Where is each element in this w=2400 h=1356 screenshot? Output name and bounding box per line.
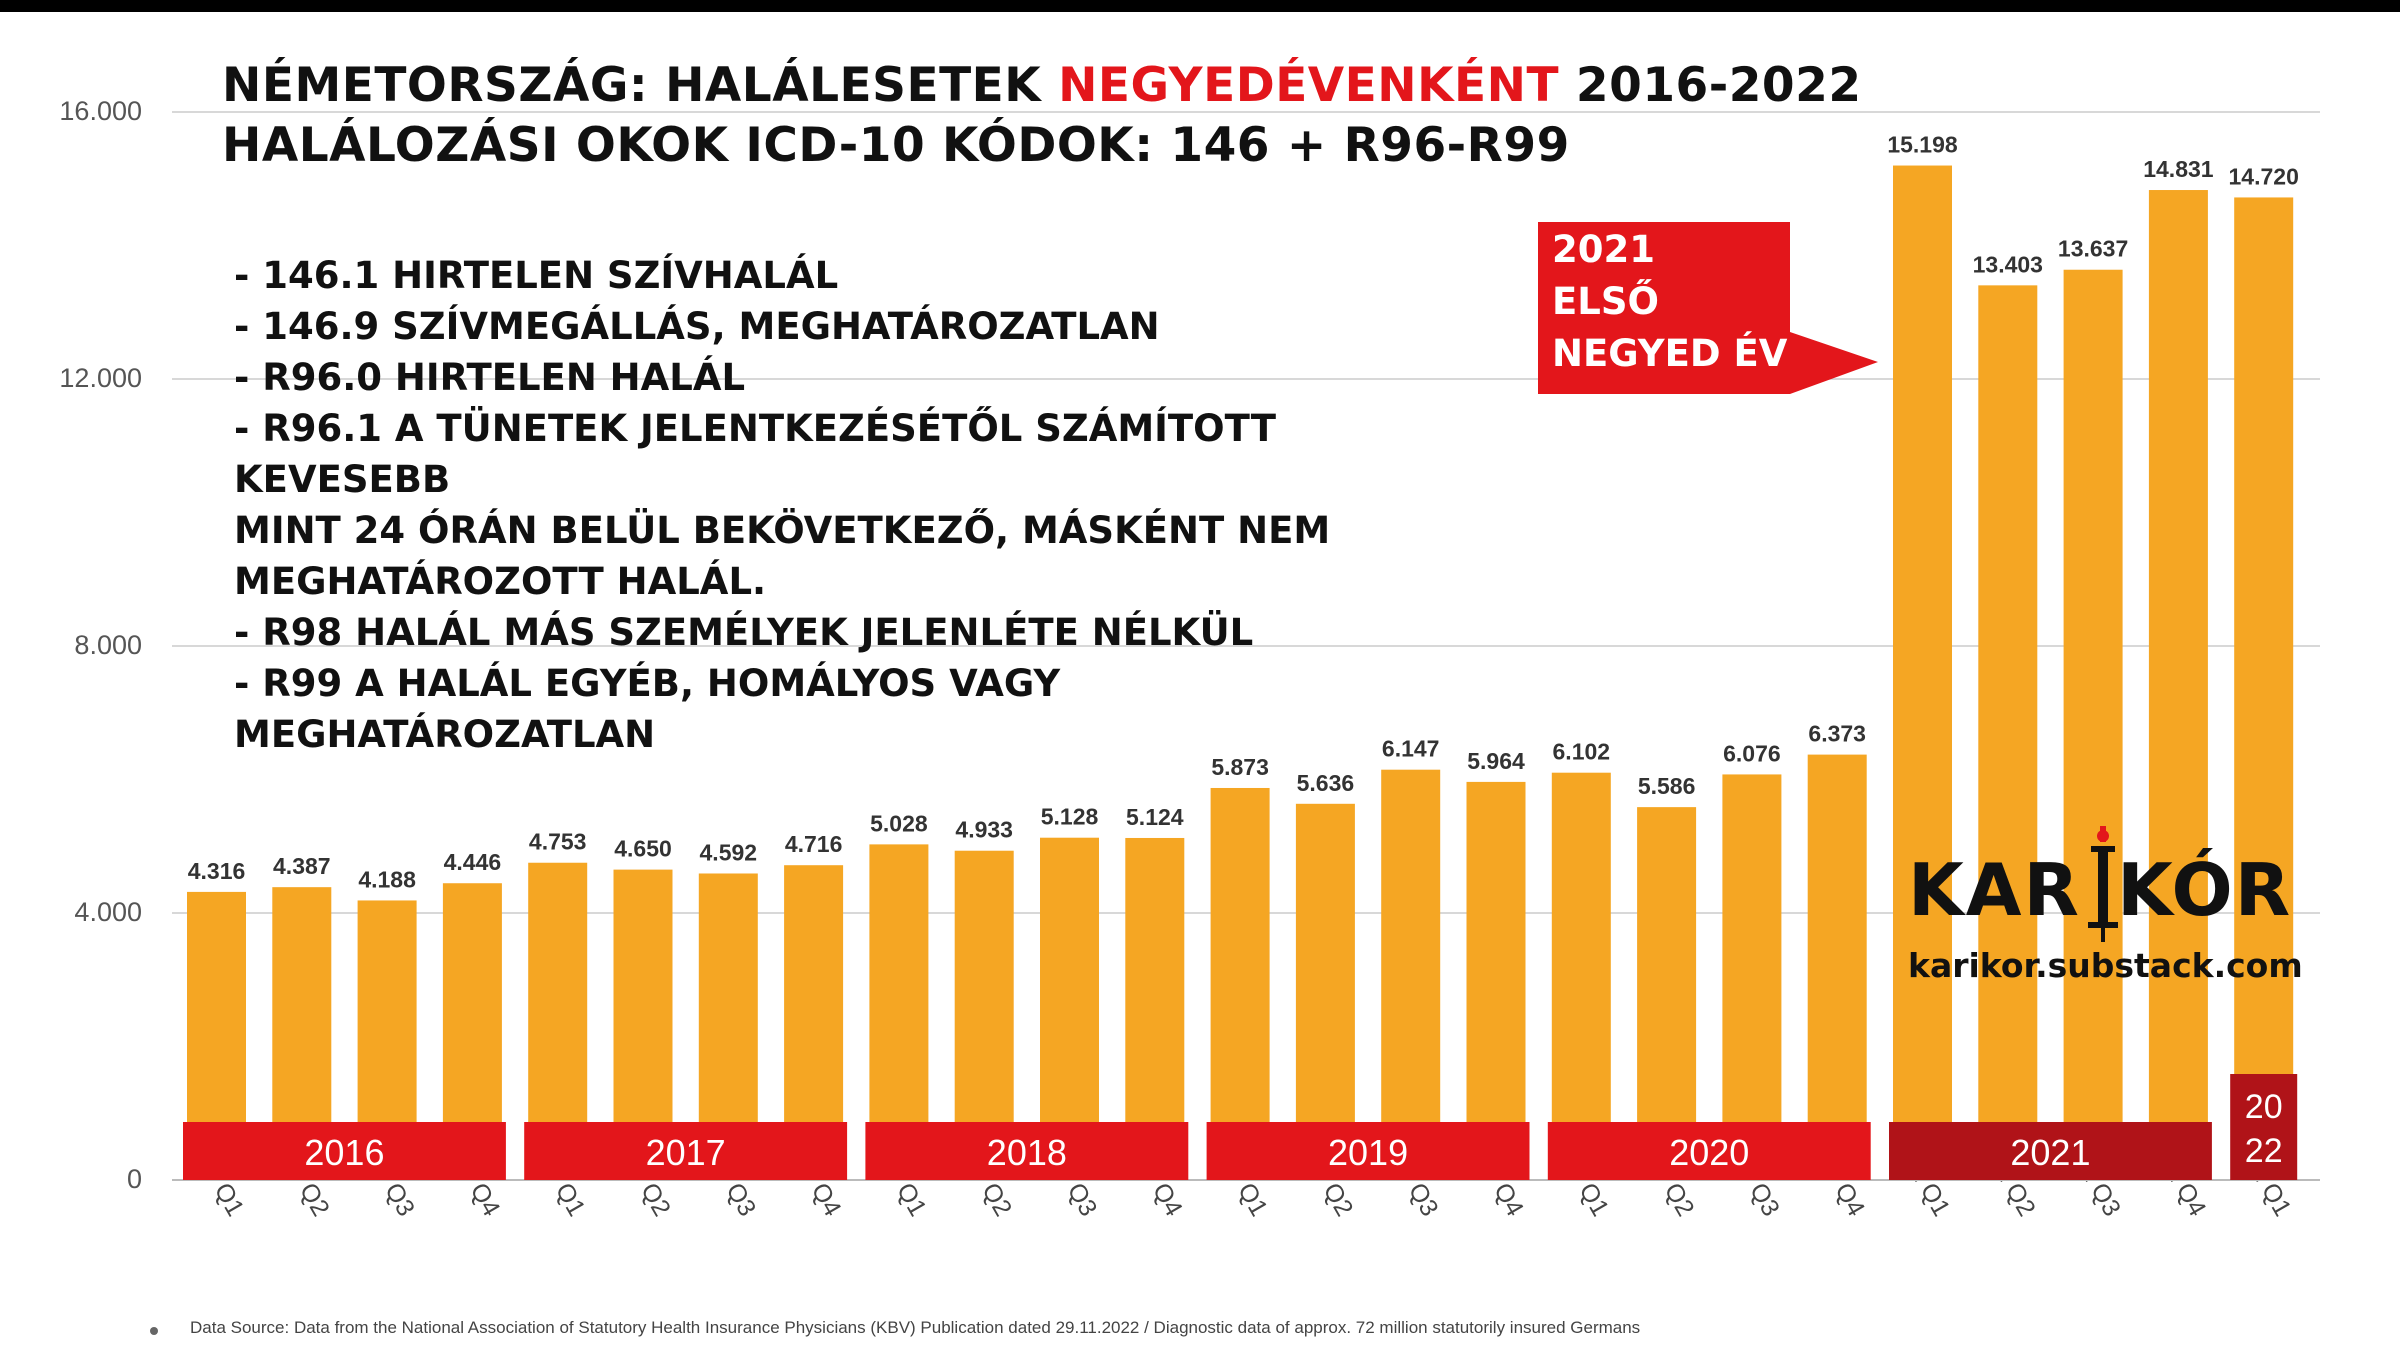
- code-line: - R96.0 HIRTELEN HALÁL: [234, 356, 746, 399]
- value-label: 5.028: [870, 810, 928, 836]
- brand-name-part: KÓR: [2116, 848, 2293, 932]
- value-label: 4.387: [273, 853, 331, 879]
- callout-line: ELSŐ: [1552, 280, 1659, 323]
- icd-code-list: - 146.1 HIRTELEN SZÍVHALÁL - 146.9 SZÍVM…: [234, 250, 1454, 760]
- year-band-label: 2016: [304, 1132, 384, 1173]
- value-label: 6.102: [1553, 739, 1611, 765]
- value-label: 15.198: [1887, 132, 1958, 158]
- bar: [1295, 803, 1355, 1180]
- bar: [2063, 269, 2123, 1181]
- code-line: MINT 24 ÓRÁN BELÜL BEKÖVETKEZŐ, MÁSKÉNT …: [234, 509, 1331, 552]
- year-band: [1206, 1122, 1530, 1180]
- year-band-label: 20: [2245, 1088, 2283, 1126]
- value-label: 6.373: [1808, 721, 1866, 747]
- year-band: [2230, 1074, 2298, 1180]
- value-label: 4.933: [955, 817, 1013, 843]
- y-tick-label: 4.000: [74, 897, 142, 927]
- value-label: 13.637: [2058, 236, 2128, 262]
- value-label: 5.586: [1638, 773, 1696, 799]
- year-band: [1547, 1122, 1871, 1180]
- callout-label: 2021 ELSŐ NEGYED ÉV: [1552, 224, 1787, 380]
- year-band: [865, 1122, 1189, 1180]
- chart-title-line1: NÉMETORSZÁG: HALÁLESETEK NEGYEDÉVENKÉNT …: [222, 58, 1862, 113]
- brand-name-part: KAR: [1908, 848, 2081, 932]
- title-highlight: NEGYEDÉVENKÉNT: [1058, 58, 1560, 113]
- code-line: - R96.1 A TÜNETEK JELENTKEZÉSÉTŐL SZÁMÍT…: [234, 407, 1276, 501]
- year-band-label: 2017: [646, 1132, 726, 1173]
- value-label: 5.964: [1467, 748, 1525, 774]
- value-label: 5.636: [1297, 770, 1355, 796]
- bar: [1381, 769, 1441, 1180]
- callout-line: 2021: [1552, 228, 1655, 271]
- value-label: 6.076: [1723, 740, 1781, 766]
- bar: [1637, 807, 1697, 1180]
- value-label: 5.124: [1126, 804, 1184, 830]
- bar: [2148, 190, 2208, 1180]
- year-band: [1889, 1122, 2212, 1180]
- callout-arrow: [1538, 222, 1878, 394]
- year-band-label: 2019: [1328, 1132, 1408, 1173]
- value-label: 4.188: [358, 866, 416, 892]
- value-label: 5.128: [1041, 804, 1099, 830]
- year-band: [524, 1122, 848, 1180]
- code-line: MEGHATÁROZOTT HALÁL.: [234, 560, 767, 603]
- code-line: - 146.1 HIRTELEN SZÍVHALÁL: [234, 254, 839, 297]
- bar: [1893, 165, 1952, 1180]
- bar: [1466, 781, 1526, 1180]
- code-line: - R98 HALÁL MÁS SZEMÉLYEK JELENLÉTE NÉLK…: [234, 611, 1254, 654]
- bar: [1807, 754, 1867, 1180]
- bar: [2234, 197, 2294, 1180]
- brand-url: karikor.substack.com: [1908, 946, 2303, 985]
- value-label: 14.831: [2143, 156, 2214, 182]
- value-label: 13.403: [1973, 251, 2043, 277]
- value-label: 14.720: [2229, 163, 2299, 189]
- year-band-label: 22: [2245, 1132, 2283, 1170]
- y-tick-label: 8.000: [74, 630, 142, 660]
- year-band: [183, 1122, 506, 1180]
- brand-name: KAR KÓR: [1908, 848, 2292, 932]
- chart-title-line2: HALÁLOZÁSI OKOK ICD-10 KÓDOK: 146 + R96-…: [222, 118, 1570, 173]
- y-tick-label: 0: [127, 1164, 142, 1194]
- y-tick-label: 12.000: [59, 363, 142, 393]
- code-line: - 146.9 SZÍVMEGÁLLÁS, MEGHATÁROZATLAN: [234, 305, 1160, 348]
- bar: [1551, 772, 1611, 1180]
- year-band-label: 2020: [1669, 1132, 1749, 1173]
- value-label: 4.316: [188, 858, 246, 884]
- syringe-icon: [2088, 826, 2118, 942]
- value-label: 4.592: [700, 839, 758, 865]
- bar: [1978, 285, 2038, 1181]
- year-band-label: 2018: [987, 1132, 1067, 1173]
- value-label: 4.650: [614, 836, 672, 862]
- bar: [1210, 787, 1270, 1180]
- top-border: [0, 0, 2400, 12]
- value-label: 4.446: [444, 849, 502, 875]
- bar: [1722, 774, 1782, 1180]
- value-label: 4.753: [529, 829, 587, 855]
- callout-line: NEGYED ÉV: [1552, 332, 1788, 375]
- source-bullet-icon: [150, 1327, 158, 1335]
- data-source-note: Data Source: Data from the National Asso…: [190, 1318, 1641, 1337]
- y-tick-label: 16.000: [59, 96, 142, 126]
- value-label: 6.147: [1382, 736, 1440, 762]
- code-line: - R99 A HALÁL EGYÉB, HOMÁLYOS VAGY MEGHA…: [234, 662, 1061, 756]
- value-label: 5.873: [1211, 754, 1269, 780]
- value-label: 4.716: [785, 831, 843, 857]
- year-band-label: 2021: [2010, 1132, 2090, 1173]
